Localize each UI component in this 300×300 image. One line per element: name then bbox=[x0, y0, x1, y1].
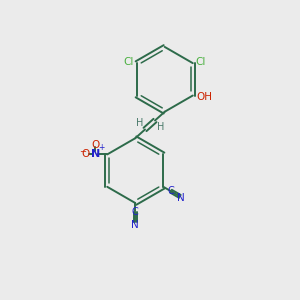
Text: Cl: Cl bbox=[123, 57, 134, 67]
Text: O: O bbox=[82, 149, 90, 159]
Text: C: C bbox=[132, 207, 139, 218]
Text: N: N bbox=[131, 220, 139, 230]
Text: −: − bbox=[79, 148, 86, 157]
Text: H: H bbox=[157, 122, 164, 132]
Text: H: H bbox=[136, 118, 143, 128]
Text: +: + bbox=[98, 143, 105, 152]
Text: Cl: Cl bbox=[196, 57, 206, 67]
Text: O: O bbox=[91, 140, 100, 150]
Text: N: N bbox=[91, 149, 100, 159]
Text: N: N bbox=[178, 194, 185, 203]
Text: OH: OH bbox=[196, 92, 213, 102]
Text: C: C bbox=[168, 186, 174, 196]
